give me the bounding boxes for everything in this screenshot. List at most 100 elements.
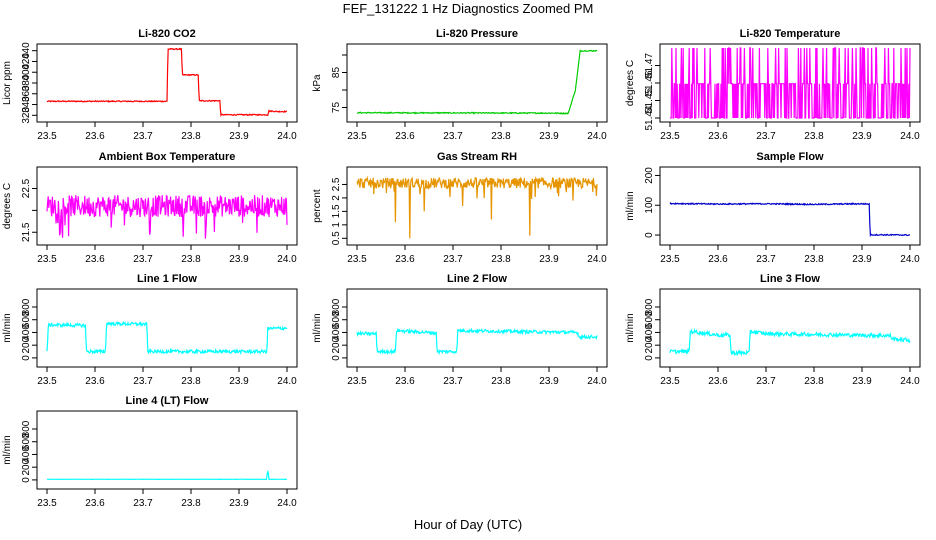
x-tick-label: 24.0 [277,498,297,509]
y-tick-label: 440 [21,42,32,59]
chart-panel-9: Line 3 Flow 23.5 23.6 23.7 23.8 23.9 24.0 0 2004… [625,273,921,387]
y-tick-label: 800 [21,420,32,437]
y-axis-label: ml/min [2,313,13,342]
x-tick-label: 23.5 [37,498,57,509]
x-tick-label: 23.8 [181,376,201,387]
x-tick-label: 23.7 [756,376,776,387]
x-tick-label: 23.9 [539,254,559,265]
x-tick-label: 24.0 [900,131,920,142]
x-tick-label: 23.5 [660,376,680,387]
x-tick-label: 23.8 [491,131,511,142]
panel-title: Sample Flow [756,151,824,163]
y-tick-label: 800 [21,298,32,315]
chart-panel-7: Line 1 Flow 23.5 23.6 23.7 23.8 23.9 24.0 0 2004… [2,273,298,387]
x-tick-label: 23.6 [395,376,415,387]
y-tick-label: 420 [21,53,32,70]
series-line [669,327,911,357]
y-tick-label: 200 [21,336,32,353]
series-line [669,201,910,238]
y-tick-label: 800 [331,298,342,315]
x-tick-label: 23.9 [229,376,249,387]
y-tick-label: 0.5 [331,231,342,245]
plot-frame [659,166,921,246]
y-tick-label: 800 [644,298,655,315]
plot-frame [346,288,608,368]
y-tick-label: 340 [21,96,32,113]
y-axis-label: Licor ppm [2,61,13,105]
y-tick-label: 400 [644,324,655,341]
x-tick-label: 23.6 [708,254,728,265]
x-tick-label: 23.9 [539,376,559,387]
panel-title: Line 4 (LT) Flow [126,395,209,407]
y-tick-label: 0 [331,355,342,361]
x-tick-label: 24.0 [587,131,607,142]
x-tick-label: 23.6 [85,376,105,387]
y-axis-label: percent [312,189,323,223]
chart-panel-3: Li-820 Temperature 23.5 23.6 23.7 23.8 23.9 24… [625,28,921,142]
x-tick-label: 24.0 [900,376,920,387]
x-tick-label: 23.9 [229,498,249,509]
y-tick-label: 600 [644,311,655,328]
x-tick-label: 23.6 [85,254,105,265]
x-tick-label: 23.8 [181,498,201,509]
x-tick-label: 23.5 [660,131,680,142]
x-tick-label: 23.7 [133,131,153,142]
x-tick-label: 23.5 [347,376,367,387]
series-line [46,469,287,481]
x-tick-label: 23.6 [708,376,728,387]
x-tick-label: 23.8 [804,376,824,387]
x-tick-label: 23.5 [37,131,57,142]
series-line [356,327,598,356]
y-tick-label: 400 [331,324,342,341]
panel-title: Line 1 Flow [137,273,197,285]
y-tick-label: 380 [21,74,32,91]
x-tick-label: 23.9 [852,376,872,387]
x-tick-label: 23.8 [491,254,511,265]
chart-panel-4: Ambient Box Temperature 23.5 23.6 23.7 23.8 2… [2,151,298,265]
y-tick-label: 200 [21,458,32,475]
y-tick-label: 0 [21,477,32,483]
panel-title: Li-820 CO2 [138,28,195,40]
x-tick-label: 23.6 [85,498,105,509]
series-line [46,194,288,239]
x-tick-label: 23.6 [708,131,728,142]
series-line [46,320,288,356]
y-tick-label: 21.5 [21,222,32,242]
chart-panel-2: Li-820 Pressure 23.5 23.6 23.7 23.8 23.9 24.0 7… [312,28,608,142]
y-axis-label: ml/min [625,313,636,342]
panel-title: Ambient Box Temperature [99,151,236,163]
plot-frame [36,288,298,368]
x-tick-label: 23.5 [347,254,367,265]
x-tick-label: 23.7 [443,376,463,387]
x-tick-label: 23.8 [181,131,201,142]
y-tick-label: 200 [331,336,342,353]
x-tick-label: 23.9 [852,131,872,142]
x-tick-label: 24.0 [587,376,607,387]
x-tick-label: 23.7 [756,254,776,265]
panel-title: Li-820 Temperature [740,28,841,40]
y-tick-label: 22.5 [21,178,32,198]
series-line [670,47,911,119]
x-tick-label: 23.5 [347,131,367,142]
y-tick-label: 0 [644,232,655,238]
x-tick-label: 23.8 [804,131,824,142]
y-tick-label: 200 [644,336,655,353]
y-tick-label: 51.44 [644,105,655,130]
x-tick-label: 23.7 [443,131,463,142]
chart-panel-1: Li-820 CO2 23.5 23.6 23.7 23.8 23.9 24.0 320340… [2,28,298,142]
chart-panel-10: Line 4 (LT) Flow 23.5 23.6 23.7 23.8 23.9 24.0… [2,395,298,509]
x-tick-label: 23.9 [229,131,249,142]
y-tick-label: 400 [21,446,32,463]
y-tick-label: 51.45 [644,88,655,113]
y-axis-label: degrees C [625,60,636,106]
y-tick-label: 1.5 [331,204,342,218]
x-tick-label: 23.7 [133,498,153,509]
y-axis-label: ml/min [312,313,323,342]
x-tick-label: 23.9 [852,254,872,265]
panel-title: Line 2 Flow [447,273,507,285]
x-tick-label: 23.5 [37,254,57,265]
x-tick-label: 24.0 [900,254,920,265]
chart-panel-5: Gas Stream RH 23.5 23.6 23.7 23.8 23.9 24.0 0.5… [312,151,608,265]
x-tick-label: 23.6 [395,131,415,142]
